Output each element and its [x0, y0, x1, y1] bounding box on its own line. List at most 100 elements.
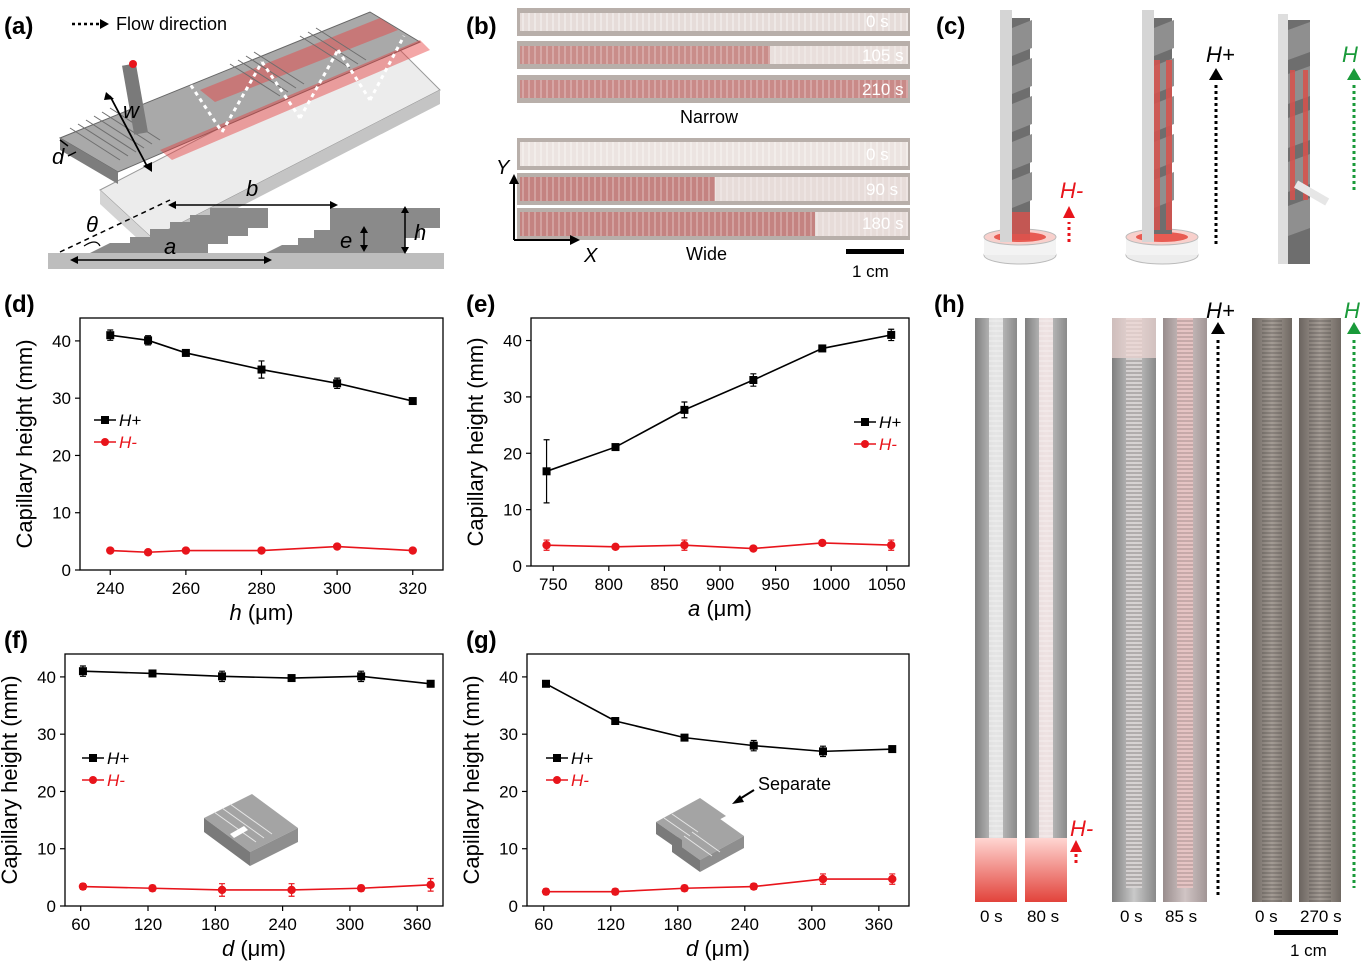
chart-e: 750 800 850 900 950 1000 1050 0 10 20 30 40 a (μm) Ca… [463, 317, 910, 621]
narrow-time-1: 105 s [862, 46, 904, 65]
legend-label: H+ [879, 413, 901, 432]
inset-device-g: Separate [656, 774, 831, 872]
data-point [181, 348, 190, 357]
x-tick-label: 950 [761, 575, 789, 594]
x-tick-label: 360 [403, 915, 431, 934]
x-tick-label: 300 [798, 915, 826, 934]
panel-label-h: (h) [934, 291, 965, 318]
wide-strip-0 [517, 138, 910, 170]
data-point [542, 540, 551, 550]
y-tick-label: 10 [52, 504, 71, 523]
y-tick-label: 20 [52, 446, 71, 465]
legend-label: H+ [119, 411, 141, 430]
data-point [257, 546, 266, 555]
y-tick-label: 40 [37, 668, 56, 687]
arrow-h-plus-c: H+ [1206, 42, 1235, 244]
dim-a: a [164, 234, 176, 259]
series-line-h-minus [110, 545, 413, 554]
device-vertical-3 [1278, 14, 1330, 264]
arrow-h-h: H [1344, 298, 1361, 888]
panel-label-c: (c) [936, 13, 965, 40]
data-point [541, 887, 551, 896]
time-h-5: 270 s [1300, 907, 1342, 926]
legend-entry-h-plus: H+ [854, 413, 901, 432]
photo-h-3 [1112, 318, 1156, 902]
x-tick-label: 60 [534, 915, 553, 934]
x-tick-label: 320 [399, 579, 427, 598]
photo-h-2 [1025, 318, 1067, 902]
label-h-plus-c: H+ [1206, 42, 1235, 67]
legend-entry-h-plus: H+ [546, 749, 593, 768]
data-point [818, 747, 827, 756]
data-point [78, 882, 88, 891]
dim-h: h [414, 220, 426, 245]
x-tick-label: 120 [597, 915, 625, 934]
label-h-h: H [1344, 298, 1360, 323]
data-point [749, 882, 758, 891]
y-tick-label: 10 [503, 501, 522, 520]
y-tick-label: 10 [37, 840, 56, 859]
x-axis-unit: (μm) [700, 596, 752, 621]
chart-g: 60 120 180 240 300 360 0 10 20 30 40 d (μm) Capillar… [459, 653, 910, 961]
data-point [818, 874, 828, 884]
y-tick-label: 40 [503, 332, 522, 351]
data-point [106, 546, 115, 555]
narrow-label: Narrow [680, 107, 739, 127]
panel-label-e: (e) [466, 291, 495, 318]
legend-label: H+ [107, 749, 129, 768]
data-point [332, 542, 342, 551]
time-h-1: 80 s [1027, 907, 1059, 926]
y-tick-label: 30 [52, 389, 71, 408]
chart-f: 60 120 180 240 300 360 0 10 20 30 40 d (μm) Capillar… [0, 653, 444, 961]
panel-c: (c) [936, 10, 1361, 265]
narrow-strip-1 [517, 41, 910, 69]
y-tick-label: 10 [499, 840, 518, 859]
scale-bar-b [846, 249, 904, 254]
x-tick-label: 750 [539, 575, 567, 594]
data-point [542, 467, 551, 476]
series-line-h-plus [545, 683, 893, 753]
data-point [78, 667, 87, 676]
y-tick-label: 20 [503, 444, 522, 463]
photo-h-6 [1299, 318, 1341, 902]
data-point [148, 669, 157, 678]
legend-entry-h-plus: H+ [82, 749, 129, 768]
x-tick-label: 60 [71, 915, 90, 934]
x-tick-label: 850 [650, 575, 678, 594]
legend-entry-h-minus: H- [854, 435, 897, 454]
data-point [611, 542, 620, 552]
wide-label: Wide [686, 244, 727, 264]
narrow-strip-0 [517, 8, 910, 36]
data-point [143, 548, 153, 557]
data-point [818, 344, 827, 353]
legend-label: H- [107, 771, 125, 790]
series-line-h-plus [110, 334, 413, 402]
plot-frame [530, 317, 910, 567]
x-tick-label: 240 [731, 915, 759, 934]
dim-w: w [123, 98, 141, 123]
data-point [680, 733, 689, 742]
photo-h-5 [1252, 318, 1292, 902]
data-point [680, 405, 689, 414]
y-tick-label: 40 [52, 332, 71, 351]
flow-direction-label: Flow direction [116, 14, 227, 34]
dim-d: d [52, 144, 65, 169]
y-tick-label: 40 [499, 668, 518, 687]
y-tick-label: 20 [37, 782, 56, 801]
data-point [749, 741, 758, 750]
data-point [887, 330, 896, 339]
scale-label-b: 1 cm [852, 262, 889, 281]
data-point [611, 887, 620, 896]
series-line-h-minus [82, 884, 431, 891]
narrow-strip-2 [517, 75, 910, 103]
y-tick-label: 0 [62, 561, 71, 580]
plot-frame [526, 653, 910, 907]
legend-label: H- [879, 435, 897, 454]
series-line-h-plus [82, 670, 431, 685]
dim-b: b [246, 176, 258, 201]
x-axis-unit: (μm) [698, 936, 750, 961]
device-cross-section: θ b a e h [48, 176, 444, 269]
wide-strip-2 [517, 208, 910, 240]
narrow-time-0: 0 s [866, 12, 889, 31]
